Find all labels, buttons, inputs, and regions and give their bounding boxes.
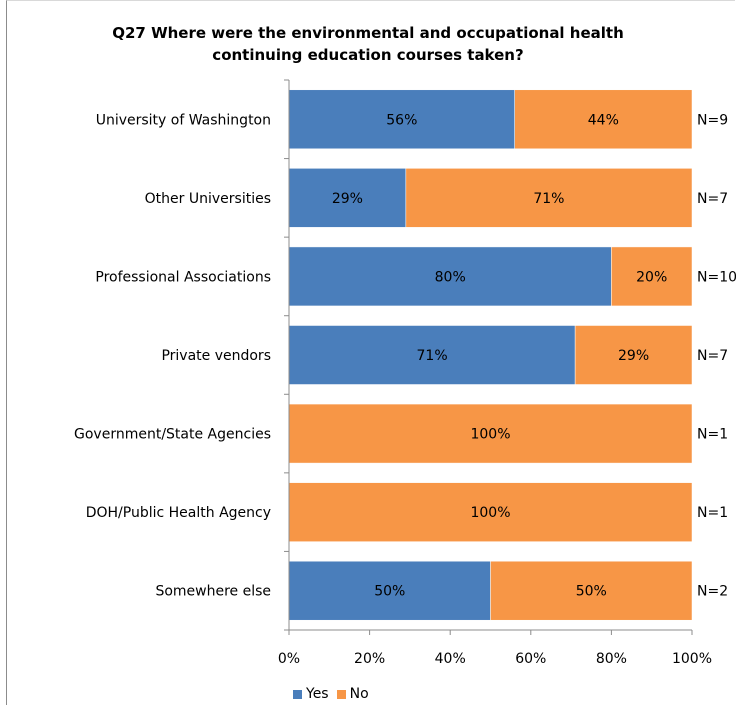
n-label-4: N=1 — [697, 427, 728, 443]
category-label-2: Professional Associations — [95, 269, 271, 285]
x-tick-label-5: 100% — [672, 651, 712, 667]
n-label-0: N=9 — [697, 112, 728, 128]
legend: Yes No — [293, 686, 369, 702]
n-label-5: N=1 — [697, 505, 728, 521]
category-label-0: University of Washington — [96, 112, 271, 128]
bar-yes-0 — [288, 89, 515, 150]
bar-no-6 — [490, 560, 693, 621]
n-label-1: N=7 — [697, 191, 728, 207]
legend-item-yes: Yes — [293, 686, 329, 702]
data-label-no-2: 20% — [636, 269, 667, 285]
bar-yes-1 — [288, 168, 407, 228]
category-label-6: Somewhere else — [155, 584, 271, 600]
n-label-3: N=7 — [697, 348, 728, 364]
x-tick-label-3: 60% — [515, 651, 546, 667]
bar-no-3 — [574, 325, 693, 385]
legend-label-no: No — [349, 686, 369, 702]
legend-swatch-no — [336, 689, 346, 699]
legend-swatch-yes — [293, 689, 302, 699]
bar-no-2 — [611, 246, 693, 307]
chart-title: Q27 Where were the environmental and occ… — [0, 22, 736, 66]
data-label-no-4: 100% — [470, 427, 510, 443]
data-label-no-3: 29% — [618, 348, 649, 364]
x-tick-label-2: 40% — [435, 651, 466, 667]
data-label-yes-3: 71% — [417, 348, 448, 364]
data-label-no-1: 71% — [533, 191, 564, 207]
category-label-5: DOH/Public Health Agency — [86, 505, 271, 521]
bar-no-5 — [288, 482, 693, 542]
x-tick-label-1: 20% — [354, 651, 385, 667]
category-label-4: Government/State Agencies — [74, 427, 271, 443]
data-label-yes-6: 50% — [374, 584, 405, 600]
data-label-yes-0: 56% — [386, 112, 417, 128]
x-tick-label-0: 0% — [278, 651, 300, 667]
data-label-no-0: 44% — [588, 112, 619, 128]
bar-yes-3 — [288, 325, 576, 385]
data-label-no-6: 50% — [576, 584, 607, 600]
category-label-1: Other Universities — [145, 191, 271, 207]
data-label-yes-1: 29% — [332, 191, 363, 207]
n-label-6: N=2 — [697, 584, 728, 600]
data-label-no-5: 100% — [470, 505, 510, 521]
legend-item-no: No — [336, 686, 369, 702]
chart-title-line-1: Q27 Where were the environmental and occ… — [112, 24, 624, 42]
legend-label-yes: Yes — [306, 686, 329, 702]
chart-frame — [6, 0, 735, 705]
bar-yes-6 — [288, 560, 491, 621]
category-label-3: Private vendors — [161, 348, 271, 364]
data-label-yes-2: 80% — [435, 269, 466, 285]
bar-no-1 — [405, 168, 693, 228]
bar-no-4 — [288, 403, 693, 464]
x-tick-label-4: 80% — [596, 651, 627, 667]
bar-no-0 — [514, 89, 693, 150]
n-label-2: N=10 — [697, 269, 736, 285]
chart-title-line-2: continuing education courses taken? — [212, 46, 524, 64]
